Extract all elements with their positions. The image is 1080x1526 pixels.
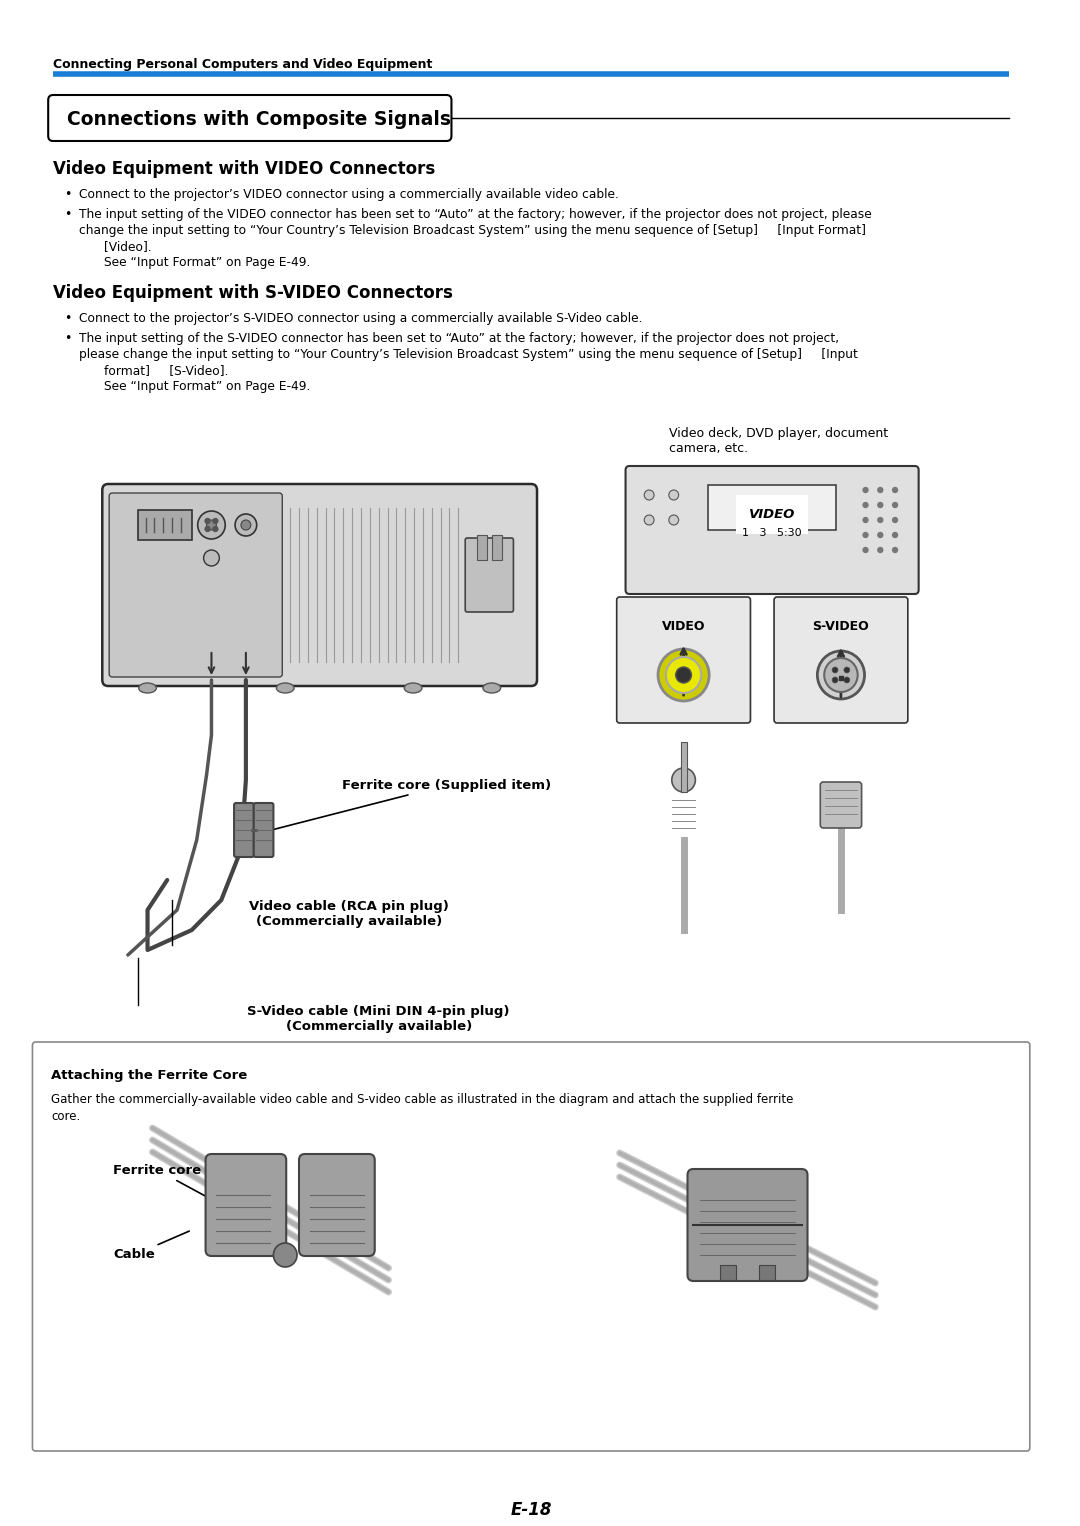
Text: S-Video cable (Mini DIN 4-pin plug)
(Commercially available): S-Video cable (Mini DIN 4-pin plug) (Com… (247, 1006, 510, 1033)
Circle shape (892, 517, 897, 522)
Text: Connect to the projector’s VIDEO connector using a commercially available video : Connect to the projector’s VIDEO connect… (79, 188, 619, 201)
Circle shape (878, 487, 882, 493)
Circle shape (892, 502, 897, 508)
FancyBboxPatch shape (254, 803, 273, 858)
Circle shape (843, 678, 850, 684)
Circle shape (213, 519, 218, 523)
Circle shape (669, 490, 678, 501)
Circle shape (669, 514, 678, 525)
Circle shape (832, 667, 838, 673)
Circle shape (892, 548, 897, 552)
FancyBboxPatch shape (774, 597, 908, 723)
Circle shape (645, 490, 654, 501)
Text: Connections with Composite Signals: Connections with Composite Signals (67, 110, 450, 128)
Text: Video Equipment with S-VIDEO Connectors: Video Equipment with S-VIDEO Connectors (53, 284, 453, 302)
Circle shape (235, 514, 257, 536)
Text: •: • (64, 208, 71, 221)
Bar (680, 742, 687, 792)
Text: Ferrite core (Supplied item): Ferrite core (Supplied item) (274, 778, 552, 829)
Circle shape (672, 768, 696, 792)
Circle shape (658, 649, 710, 700)
FancyBboxPatch shape (205, 1154, 286, 1256)
FancyBboxPatch shape (617, 597, 751, 723)
Bar (477, 536, 487, 560)
Bar (759, 1265, 775, 1280)
FancyBboxPatch shape (821, 781, 862, 829)
FancyBboxPatch shape (109, 493, 282, 678)
Text: format]     [S-Video].: format] [S-Video]. (105, 365, 229, 377)
Circle shape (204, 549, 219, 566)
Text: Video Equipment with VIDEO Connectors: Video Equipment with VIDEO Connectors (53, 160, 435, 179)
Text: Video cable (RCA pin plug)
(Commercially available): Video cable (RCA pin plug) (Commercially… (249, 900, 449, 928)
FancyBboxPatch shape (234, 803, 254, 858)
Text: please change the input setting to “Your Country’s Television Broadcast System” : please change the input setting to “Your… (79, 348, 858, 362)
Circle shape (818, 652, 865, 699)
Text: •: • (64, 311, 71, 325)
Text: 1   3   5:30: 1 3 5:30 (742, 528, 802, 539)
Ellipse shape (483, 684, 501, 693)
Circle shape (205, 519, 210, 523)
Text: E-18: E-18 (511, 1502, 552, 1518)
Text: •: • (64, 188, 71, 201)
Text: Ferrite core: Ferrite core (113, 1163, 229, 1209)
Bar (708, 485, 836, 530)
Text: VIDEO: VIDEO (748, 508, 795, 520)
FancyBboxPatch shape (49, 95, 451, 140)
FancyBboxPatch shape (465, 539, 513, 612)
Ellipse shape (404, 684, 422, 693)
Circle shape (832, 678, 838, 684)
Text: [Video].: [Video]. (105, 240, 152, 253)
Text: VIDEO: VIDEO (662, 620, 705, 633)
Bar (491, 536, 501, 560)
Circle shape (863, 548, 868, 552)
Circle shape (273, 1244, 297, 1267)
Circle shape (666, 658, 701, 693)
Text: core.: core. (51, 1109, 80, 1123)
FancyBboxPatch shape (103, 484, 537, 687)
Circle shape (205, 526, 210, 531)
Circle shape (863, 517, 868, 522)
Text: See “Input Format” on Page E-49.: See “Input Format” on Page E-49. (105, 256, 311, 269)
FancyBboxPatch shape (688, 1169, 808, 1280)
Bar (720, 1265, 735, 1280)
Text: Gather the commercially-available video cable and S-video cable as illustrated i: Gather the commercially-available video … (51, 1093, 794, 1106)
Text: The input setting of the S-VIDEO connector has been set to “Auto” at the factory: The input setting of the S-VIDEO connect… (79, 333, 839, 345)
Text: Attaching the Ferrite Core: Attaching the Ferrite Core (51, 1070, 247, 1082)
Circle shape (676, 667, 691, 684)
Text: change the input setting to “Your Country’s Television Broadcast System” using t: change the input setting to “Your Countr… (79, 224, 866, 237)
Text: S-VIDEO: S-VIDEO (812, 620, 869, 633)
Circle shape (843, 667, 850, 673)
Bar (839, 676, 842, 681)
Text: •: • (64, 333, 71, 345)
Text: The input setting of the VIDEO connector has been set to “Auto” at the factory; : The input setting of the VIDEO connector… (79, 208, 872, 221)
Text: See “Input Format” on Page E-49.: See “Input Format” on Page E-49. (105, 380, 311, 394)
Text: Video deck, DVD player, document
camera, etc.: Video deck, DVD player, document camera,… (669, 427, 888, 455)
Circle shape (213, 526, 218, 531)
Ellipse shape (276, 684, 294, 693)
Circle shape (878, 517, 882, 522)
Circle shape (645, 514, 654, 525)
Circle shape (892, 533, 897, 537)
Ellipse shape (138, 684, 157, 693)
Circle shape (824, 658, 858, 691)
Circle shape (878, 548, 882, 552)
Circle shape (241, 520, 251, 530)
FancyBboxPatch shape (32, 1042, 1030, 1451)
Circle shape (863, 502, 868, 508)
FancyBboxPatch shape (299, 1154, 375, 1256)
Circle shape (206, 520, 216, 530)
Circle shape (198, 511, 226, 539)
Circle shape (878, 533, 882, 537)
Bar (137, 510, 192, 540)
Circle shape (878, 502, 882, 508)
Circle shape (863, 487, 868, 493)
Text: Connecting Personal Computers and Video Equipment: Connecting Personal Computers and Video … (53, 58, 432, 72)
Circle shape (892, 487, 897, 493)
Text: Cable: Cable (113, 1231, 189, 1262)
FancyBboxPatch shape (625, 465, 919, 594)
Circle shape (863, 533, 868, 537)
Text: Connect to the projector’s S-VIDEO connector using a commercially available S-Vi: Connect to the projector’s S-VIDEO conne… (79, 311, 643, 325)
